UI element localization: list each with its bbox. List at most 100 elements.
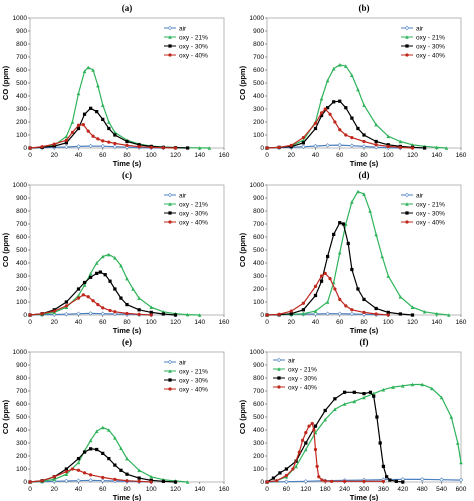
data-point [197,146,202,150]
data-point [64,134,69,139]
data-point [113,141,117,146]
data-point [381,464,386,469]
legend-marker [277,385,281,389]
legend-label: oxy - 21% [416,34,445,41]
legend-label: oxy - 30% [179,210,208,217]
data-point [40,479,44,483]
data-point [76,478,81,483]
data-point [89,447,93,451]
data-point [362,192,366,196]
data-point [313,121,318,125]
legend-label: air [179,25,187,32]
data-point [125,143,129,148]
data-point [265,313,269,317]
data-point [149,305,154,309]
x-tick-label: 60 [336,152,344,159]
data-point [131,287,135,291]
data-point [98,270,102,274]
data-point [333,397,337,401]
legend: air oxy - 21% oxy - 30% oxy - 40% [164,359,208,393]
data-point [88,143,93,149]
data-point [349,311,355,317]
y-axis-title: CO (ppm) [238,399,247,434]
plot-area [266,184,462,316]
legend-label: oxy - 21% [416,201,445,208]
data-point [95,109,99,114]
x-tick-label: 60 [99,319,107,326]
chart-panel-1: (a) 0 100 200 300 400 500 600 700 800 900 1000 0 20 40… [1,3,230,168]
x-tick-label: 540 [436,486,447,493]
data-point [350,200,354,204]
y-axis-title: CO (ppm) [238,232,247,267]
legend-marker [168,53,172,57]
x-axis-title: Time (s) [113,493,142,501]
y-tick-label: 100 [16,466,27,473]
data-point [52,144,56,148]
data-point [40,145,44,149]
x-axis-title: Time (s) [350,159,379,168]
data-point [362,395,366,400]
data-point [76,460,81,465]
data-point [70,120,75,124]
legend-marker [404,192,410,198]
data-point [161,312,165,316]
legend-label: air [179,359,187,366]
data-point [362,297,366,302]
data-point [125,472,129,476]
chart-panel-3: (c) 0 100 200 300 400 500 600 700 800 900 1000 0 20 40… [1,170,230,335]
data-point [333,287,337,291]
data-point [112,144,118,149]
y-tick-label: 900 [16,28,27,35]
x-tick-label: 180 [320,486,331,493]
x-axis-title: Time (s) [350,326,379,335]
data-point [323,107,327,111]
series-oxy-30- [265,390,405,484]
y-tick-label: 0 [23,312,27,319]
y-axis-title: CO (ppm) [1,65,10,100]
data-point [449,415,454,419]
data-point [91,68,95,72]
data-point [375,415,379,419]
panel-label: (d) [359,170,370,180]
data-point [137,143,141,147]
x-tick-label: 600 [456,486,467,493]
y-tick-label: 600 [253,67,264,74]
data-point [381,479,386,483]
y-tick-label: 600 [253,234,264,241]
data-point [89,106,93,110]
data-point [313,293,318,298]
x-tick-label: 20 [288,152,296,159]
data-point [88,438,93,443]
data-point [344,106,348,110]
data-point [323,408,327,413]
chart-panel-5: (e) 0 100 200 300 400 500 600 700 800 900 1000 0 20 40… [1,337,230,501]
y-tick-label: 700 [16,221,27,228]
data-point [64,478,69,484]
x-tick-label: 80 [123,486,131,493]
legend-marker [168,44,172,48]
data-point [362,103,366,107]
series-oxy-40- [28,122,178,150]
x-tick-label: 20 [51,319,59,326]
data-point [313,311,318,317]
y-tick-label: 100 [16,299,27,306]
data-point [386,144,390,149]
x-tick-label: 300 [359,486,370,493]
data-point [101,451,105,456]
data-point [338,99,342,103]
y-axis-title: CO (ppm) [1,399,10,434]
data-point [319,111,324,115]
data-point [439,395,444,400]
legend-label: oxy - 21% [179,368,208,375]
y-tick-label: 100 [253,299,264,306]
y-tick-label: 800 [253,41,264,48]
data-point [70,130,75,135]
data-point [88,271,93,276]
y-tick-label: 900 [253,28,264,35]
x-tick-label: 40 [312,319,320,326]
data-point [356,126,360,131]
legend-label: oxy - 30% [416,43,445,50]
data-point [385,475,389,479]
legend-label: oxy - 30% [416,210,445,217]
